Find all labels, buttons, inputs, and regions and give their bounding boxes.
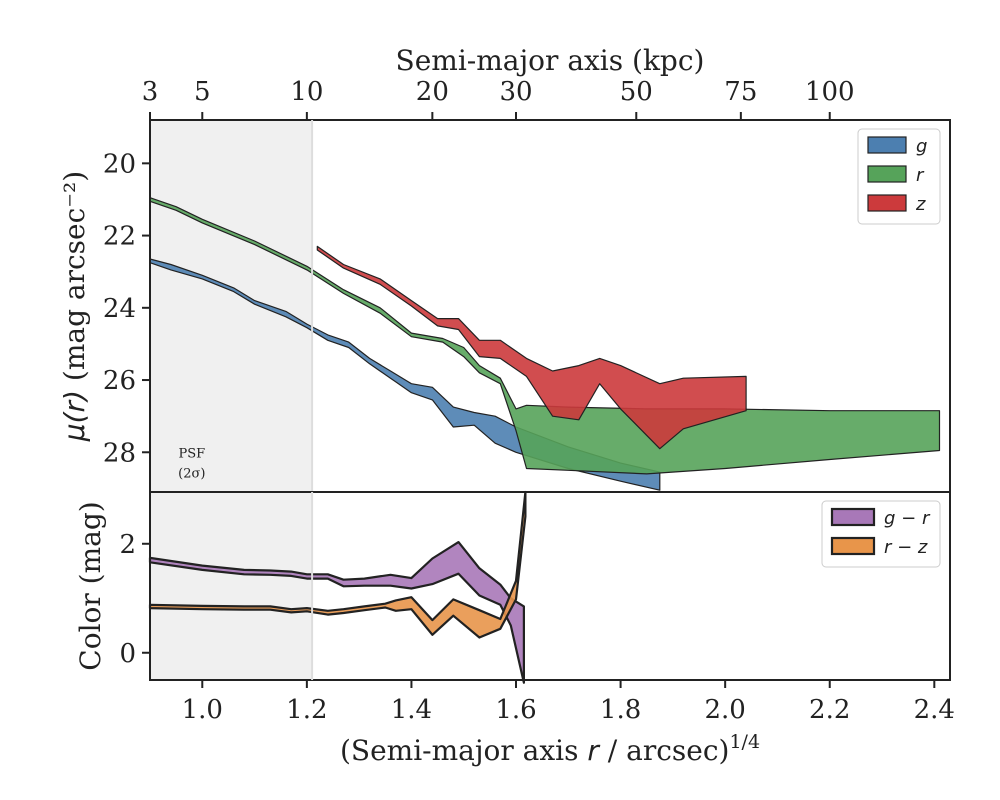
x-axis-label: (Semi-major axis r / arcsec)1/4 — [340, 731, 760, 767]
series-band-z — [316, 245, 747, 450]
series-band-r — [149, 197, 941, 475]
legend-swatch-z — [867, 194, 907, 212]
top-tick-label: 30 — [499, 77, 532, 107]
bottom-y-axis-label: Color (mag) — [74, 501, 107, 670]
top-axis-title: Semi-major axis (kpc) — [396, 44, 705, 77]
psf-label-line1: PSF — [178, 447, 205, 462]
legend-swatch-g_minus_r — [830, 507, 876, 527]
band-legend: grz — [857, 128, 941, 225]
color-panel: 02 1.0 1.2 1.4 1.6 1.8 2.0 2.2 2.4 g − rr − z — [119, 490, 955, 725]
x-tick-label: 2.0 — [704, 695, 745, 725]
y-tick-label: 26 — [103, 366, 136, 396]
bottom-plot-frame — [149, 491, 951, 681]
y-tick-label: 28 — [103, 438, 136, 468]
y-tick-label: 0 — [119, 639, 136, 669]
psf-shaded-region — [150, 120, 313, 492]
legend-label-g_minus_r: g − r — [884, 508, 931, 529]
top-tick-label: 100 — [805, 77, 855, 107]
x-tick-label: 1.4 — [391, 695, 432, 725]
y-tick-label: 22 — [103, 222, 136, 252]
color-y-axis-ticks: 02 — [119, 530, 150, 669]
top-tick-label: 3 — [142, 77, 159, 107]
legend-label-g: g — [916, 136, 927, 157]
top-tick-label: 20 — [416, 77, 449, 107]
top-axis-ticks: 3 5 10 20 30 50 75 100 — [142, 77, 855, 120]
x-tick-label: 2.2 — [809, 695, 850, 725]
series-band-g_minus_r — [148, 541, 525, 684]
top-tick-label: 75 — [724, 77, 757, 107]
x-axis-ticks: 1.0 1.2 1.4 1.6 1.8 2.0 2.2 2.4 — [182, 680, 955, 725]
x-tick-label: 1.0 — [182, 695, 223, 725]
x-tick-label: 1.8 — [600, 695, 641, 725]
legend-label-r_minus_z: r − z — [884, 537, 928, 558]
y-tick-label: 24 — [103, 294, 136, 324]
y-tick-label: 20 — [103, 149, 136, 179]
y-tick-label: 2 — [119, 530, 136, 560]
legend-swatch-g — [867, 136, 907, 154]
color-legend: g − r r − z — [821, 500, 941, 568]
x-tick-label: 2.4 — [914, 695, 955, 725]
x-tick-label: 1.2 — [286, 695, 327, 725]
psf-label-line2: (2σ) — [178, 467, 205, 482]
legend-swatch-r — [867, 165, 907, 183]
top-tick-label: 50 — [620, 77, 653, 107]
legend-label-z: z — [915, 194, 926, 215]
top-tick-label: 10 — [290, 77, 323, 107]
top-tick-label: 5 — [194, 77, 211, 107]
legend-label-r: r — [916, 165, 925, 186]
top-y-axis-label: μ(r) (mag arcsec⁻²) — [58, 171, 91, 442]
psf-shaded-region-bottom — [150, 492, 313, 680]
surface-brightness-panel: 20 22 24 26 28 3 5 10 20 30 50 75 100 PSF (2σ) grz — [103, 77, 951, 493]
x-tick-label: 1.6 — [495, 695, 536, 725]
legend-swatch-r_minus_z — [830, 536, 876, 556]
surface-brightness-bands — [149, 197, 941, 491]
y-axis-ticks: 20 22 24 26 28 — [103, 149, 150, 468]
